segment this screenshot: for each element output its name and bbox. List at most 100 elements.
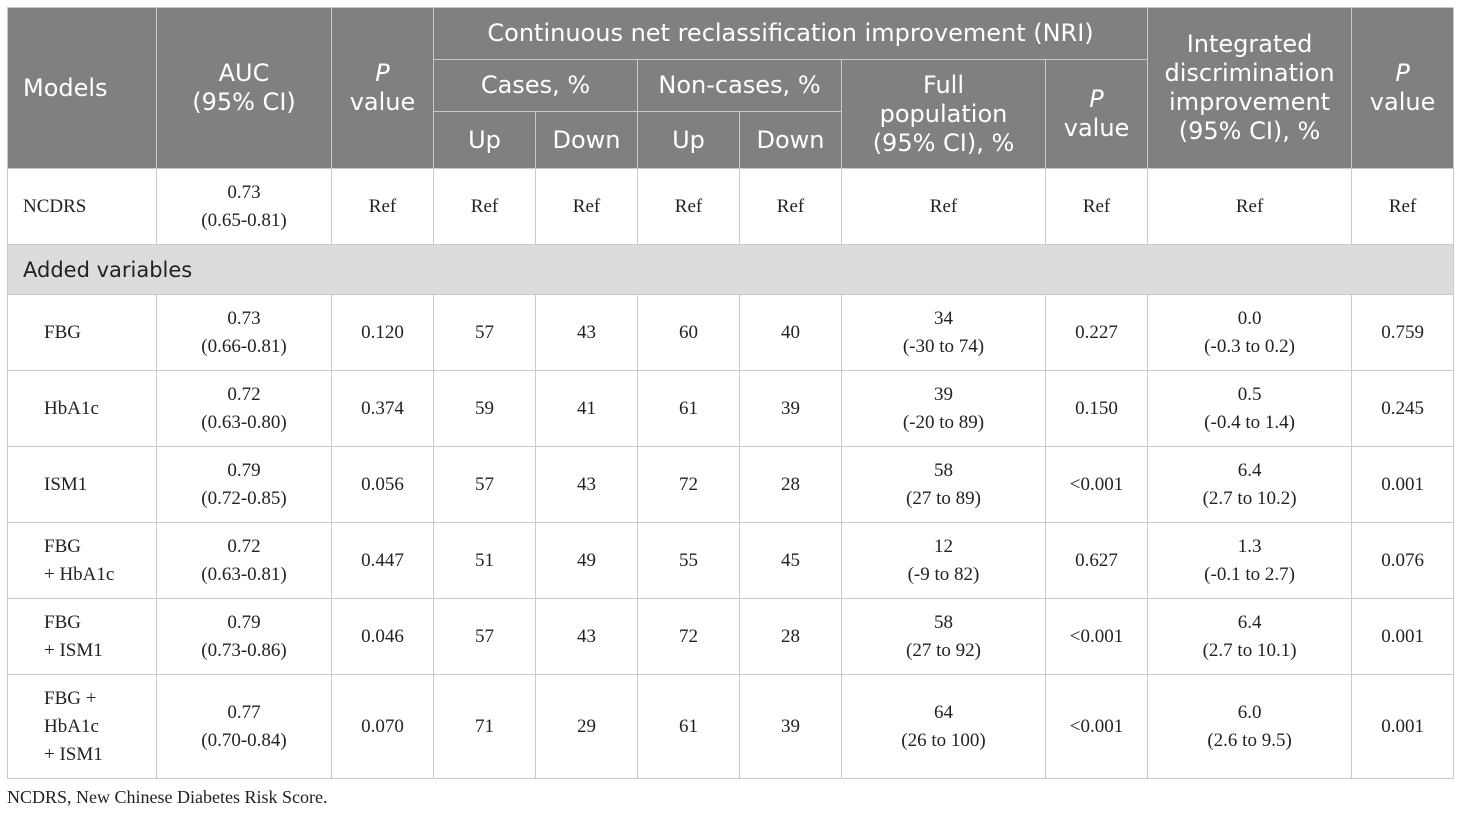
table-row: HbA1c 0.72 (0.63-0.80) 0.374 59 41 61 39 39 (-20 … <box>7 370 1455 447</box>
noncases-down-cell: 39 <box>739 370 842 447</box>
p-auc-cell: Ref <box>331 168 434 245</box>
footnote: NCDRS, New Chinese Diabetes Risk Score. <box>7 787 328 807</box>
noncases-up-cell: 61 <box>637 674 740 779</box>
noncases-down-cell: 28 <box>739 598 842 675</box>
idi-cell: 1.3 (-0.1 to 2.7) <box>1147 522 1353 599</box>
auc-cell: 0.72 (0.63-0.80) <box>156 370 332 447</box>
p-nri-cell: 0.227 <box>1044 294 1149 371</box>
model-name: FBG <box>7 294 157 371</box>
auc-cell: 0.73 (0.65-0.81) <box>156 168 332 245</box>
p-idi-cell: 0.001 <box>1351 598 1455 675</box>
p-auc-cell: 0.056 <box>331 446 434 523</box>
header-p-idi: P value <box>1351 7 1455 169</box>
p-nri-cell: <0.001 <box>1044 674 1149 779</box>
model-name: FBG + HbA1c <box>7 522 157 599</box>
p-idi-cell: 0.076 <box>1351 522 1455 599</box>
table-header: Models AUC (95% CI) P value Continuous n… <box>7 7 1455 169</box>
table-row: FBG + ISM1 0.79 (0.73-0.86) 0.046 57 43 72 28 58(… <box>7 598 1455 675</box>
p-idi-cell: 0.759 <box>1351 294 1455 371</box>
cases-up-cell: 51 <box>433 522 536 599</box>
p-auc-cell: 0.374 <box>331 370 434 447</box>
nri-cell: 58 (27 to 92) <box>841 598 1046 675</box>
model-name: FBG + HbA1c + ISM1 <box>7 674 157 779</box>
header-idi: Integrated discrimination improvement (9… <box>1147 7 1353 169</box>
model-name: ISM1 <box>7 446 157 523</box>
cases-up-cell: 57 <box>433 294 536 371</box>
p-idi-cell: 0.001 <box>1351 674 1455 779</box>
table-row: FBG + HbA1c 0.72 (0.63-0.81) 0.447 51 49 55 45 12… <box>7 522 1455 599</box>
p-auc-cell: 0.447 <box>331 522 434 599</box>
section-row: Added variables <box>6 244 1455 295</box>
nri-cell: 34 (-30 to 74) <box>841 294 1046 371</box>
cases-up-cell: 71 <box>433 674 536 779</box>
table-row: FBG + HbA1c + ISM1 0.77 (0.70-0.84) 0.070 71 29… <box>7 674 1455 779</box>
cases-down-cell: 41 <box>535 370 638 447</box>
header-p-nri: P value <box>1044 59 1149 169</box>
p-nri-cell: 0.150 <box>1044 370 1149 447</box>
noncases-up-cell: 61 <box>637 370 740 447</box>
header-noncases: Non-cases, % <box>637 59 842 112</box>
cases-up-cell: 57 <box>433 598 536 675</box>
p-idi-cell: Ref <box>1351 168 1455 245</box>
model-name: NCDRS <box>7 168 157 245</box>
header-nri-group: Continuous net reclassification improvem… <box>432 7 1149 60</box>
auc-cell: 0.77 (0.70-0.84) <box>156 674 332 779</box>
noncases-up-cell: 72 <box>637 446 740 523</box>
nri-cell: Ref <box>841 168 1046 245</box>
p-auc-cell: 0.070 <box>331 674 434 779</box>
auc-cell: 0.79 (0.72-0.85) <box>156 446 332 523</box>
p-auc-cell: 0.120 <box>331 294 434 371</box>
model-name: FBG + ISM1 <box>7 598 157 675</box>
noncases-down-cell: 28 <box>739 446 842 523</box>
idi-cell: 6.4 (2.7 to 10.2) <box>1147 446 1353 523</box>
cases-down-cell: 43 <box>535 446 638 523</box>
idi-cell: 0.0 (-0.3 to 0.2) <box>1147 294 1353 371</box>
noncases-down-cell: 40 <box>739 294 842 371</box>
cases-down-cell: Ref <box>535 168 638 245</box>
section-label: Added variables <box>6 244 1455 295</box>
reference-row: NCDRS 0.73 (0.65-0.81) Ref Ref Ref Ref R… <box>7 168 1455 245</box>
cases-down-cell: 43 <box>535 294 638 371</box>
table-row: FBG 0.73 (0.66-0.81) 0.120 57 43 60 40 34 (-30 to… <box>7 294 1455 371</box>
model-name: HbA1c <box>7 370 157 447</box>
cases-down-cell: 49 <box>535 522 638 599</box>
idi-cell: 6.4 (2.7 to 10.1) <box>1147 598 1353 675</box>
header-noncases-down: Down <box>739 111 842 169</box>
nri-cell: 12 (-9 to 82) <box>841 522 1046 599</box>
p-nri-cell: <0.001 <box>1044 598 1149 675</box>
cases-down-cell: 29 <box>535 674 638 779</box>
idi-cell: 0.5 (-0.4 to 1.4) <box>1147 370 1353 447</box>
noncases-up-cell: 60 <box>637 294 740 371</box>
idi-cell: 6.0 (2.6 to 9.5) <box>1147 674 1353 779</box>
cases-down-cell: 43 <box>535 598 638 675</box>
header-auc: AUC (95% CI) <box>156 7 332 169</box>
header-full-population: Full population (95% CI), % <box>841 59 1046 169</box>
noncases-down-cell: 45 <box>739 522 842 599</box>
noncases-up-cell: 72 <box>637 598 740 675</box>
auc-cell: 0.72 (0.63-0.81) <box>156 522 332 599</box>
p-nri-cell: Ref <box>1044 168 1149 245</box>
p-idi-cell: 0.245 <box>1351 370 1455 447</box>
nri-cell: 58 (27 to 89) <box>841 446 1046 523</box>
auc-cell: 0.73 (0.66-0.81) <box>156 294 332 371</box>
header-models: Models <box>7 7 157 169</box>
idi-cell: Ref <box>1147 168 1353 245</box>
noncases-down-cell: Ref <box>739 168 842 245</box>
p-nri-cell: 0.627 <box>1044 522 1149 599</box>
results-table: Models AUC (95% CI) P value Continuous n… <box>6 7 1455 779</box>
cases-up-cell: 59 <box>433 370 536 447</box>
table-row: ISM1 0.79 (0.72-0.85) 0.056 57 43 72 28 58 (27 to… <box>7 446 1455 523</box>
noncases-up-cell: Ref <box>637 168 740 245</box>
p-auc-cell: 0.046 <box>331 598 434 675</box>
noncases-down-cell: 39 <box>739 674 842 779</box>
nri-cell: 39 (-20 to 89) <box>841 370 1046 447</box>
p-nri-cell: <0.001 <box>1044 446 1149 523</box>
cases-up-cell: 57 <box>433 446 536 523</box>
nri-cell: 64 (26 to 100) <box>841 674 1046 779</box>
header-cases-down: Down <box>535 111 638 169</box>
noncases-up-cell: 55 <box>637 522 740 599</box>
header-p-auc: P value <box>331 7 434 169</box>
header-cases: Cases, % <box>433 59 638 112</box>
header-cases-up: Up <box>433 111 536 169</box>
data-rows: FBG 0.73 (0.66-0.81) 0.120 57 43 60 40 34 (-30 to… <box>7 294 1455 779</box>
